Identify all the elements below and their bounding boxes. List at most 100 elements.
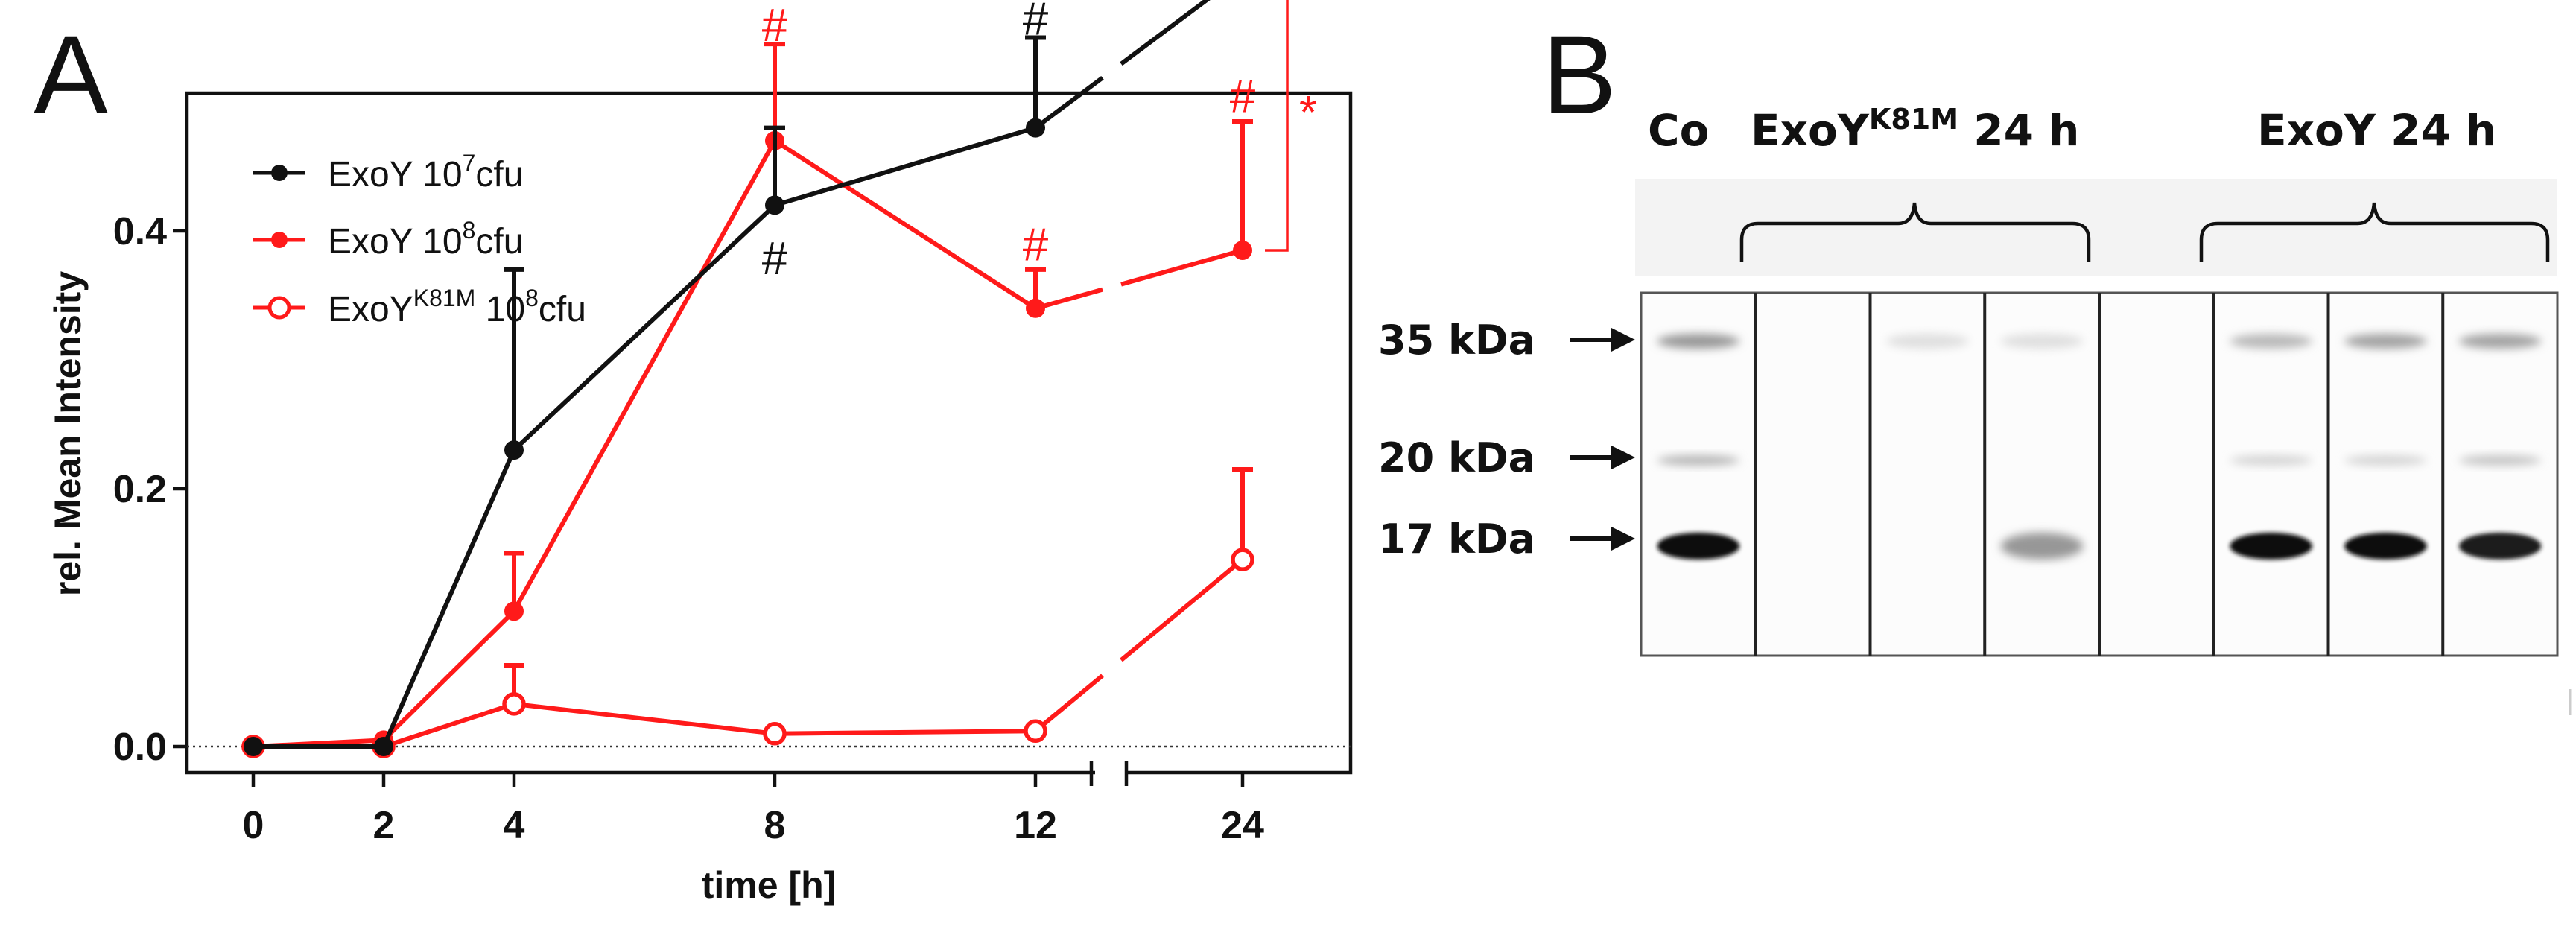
annotation-layer: ######* xyxy=(762,0,1317,285)
series-line-segment xyxy=(1035,287,1103,311)
data-point xyxy=(244,737,263,756)
y-axis-title: rel. Mean Intensity xyxy=(47,271,89,596)
series-layer xyxy=(241,0,1254,758)
data-point xyxy=(1233,240,1252,260)
blot-band xyxy=(1657,334,1740,349)
series-line-segment xyxy=(512,139,777,612)
blot-band xyxy=(2458,334,2542,349)
series-line-segment xyxy=(383,702,515,749)
data-point xyxy=(374,737,393,756)
blot-title-co: Co xyxy=(1648,105,1709,156)
blot-band xyxy=(2230,334,2312,349)
significance-hash: # xyxy=(762,233,788,285)
arrow-icon xyxy=(1611,527,1635,551)
blot-lane-3 xyxy=(1983,293,2084,656)
marker-35: 35 kDa xyxy=(1378,317,1635,364)
legend-marker-2 xyxy=(267,296,291,320)
legend: ExoY 107cfu ExoY 108cfu ExoYK81M 108cfu xyxy=(253,150,586,329)
series-line-segment xyxy=(773,139,1037,311)
y-tick-label: 0.2 xyxy=(113,468,167,511)
marker-label-35: 35 kDa xyxy=(1378,317,1535,364)
brace-mutant xyxy=(1739,202,2091,262)
blot xyxy=(1640,291,2559,657)
marker-label-20: 20 kDa xyxy=(1378,434,1535,481)
legend-item-0: ExoY 107cfu xyxy=(253,150,523,194)
data-point xyxy=(1026,118,1045,138)
legend-marker-1 xyxy=(271,232,288,248)
series-line-segment xyxy=(774,729,1036,736)
blot-band xyxy=(2230,455,2312,466)
y-tick-label: 0.4 xyxy=(113,210,167,253)
blot-lane-7 xyxy=(2441,293,2542,656)
series-2 xyxy=(241,467,1254,758)
series-line-segment xyxy=(513,701,775,736)
marker-20: 20 kDa xyxy=(1378,434,1635,481)
blot-band xyxy=(2000,533,2084,560)
x-tick-label: 12 xyxy=(1014,804,1057,847)
legend-item-2: ExoYK81M 108cfu xyxy=(253,285,586,329)
arrow-icon xyxy=(1611,446,1635,469)
x-tick-label: 4 xyxy=(504,804,525,847)
significance-hash: # xyxy=(1023,219,1049,270)
blot-band xyxy=(2458,455,2542,466)
series-line-segment xyxy=(1120,248,1243,287)
series-line-segment xyxy=(1120,557,1244,662)
x-tick-label: 0 xyxy=(243,804,264,847)
arrow-icon xyxy=(1611,328,1635,352)
x-tick-label: 2 xyxy=(373,804,395,847)
blot-upper-strip xyxy=(1635,179,2557,276)
x-tick-label: 24 xyxy=(1221,804,1264,847)
data-point xyxy=(504,440,524,460)
blot-lane-0 xyxy=(1657,334,1740,560)
significance-hash: # xyxy=(1023,0,1049,45)
panel-b-letter: B xyxy=(1542,12,1617,137)
blot-title-wt: ExoY 24 h xyxy=(2257,105,2496,156)
series-line-segment xyxy=(381,609,516,742)
series-line-segment xyxy=(381,449,516,748)
data-point xyxy=(1231,548,1254,571)
y-axis: 0.00.20.40.60.8 xyxy=(113,210,187,769)
series-line-segment xyxy=(512,203,777,452)
marker-17: 17 kDa xyxy=(1378,516,1635,563)
x-axis: 0 2 4 8 12 24 xyxy=(243,773,1264,847)
x-axis-break xyxy=(1089,761,1129,786)
x-tick-label: 8 xyxy=(764,804,786,847)
significance-bracket xyxy=(1265,0,1289,252)
significance-hash: # xyxy=(1230,71,1256,122)
blot-lane-2 xyxy=(1868,293,1969,656)
series-line-segment xyxy=(1034,674,1104,733)
plot-frame xyxy=(185,91,1353,775)
legend-label-2: ExoYK81M 108cfu xyxy=(328,285,586,329)
data-point xyxy=(763,721,787,746)
data-point xyxy=(1026,298,1045,318)
brace-wt xyxy=(2199,202,2550,262)
blot-band xyxy=(2344,334,2427,349)
series-line-segment xyxy=(1034,75,1104,130)
series-1 xyxy=(244,42,1253,756)
marker-label-17: 17 kDa xyxy=(1378,516,1535,563)
blot-band xyxy=(1657,533,1740,560)
panel-a-letter: A xyxy=(34,12,108,137)
data-point xyxy=(502,692,526,716)
blot-title-mutant: ExoYK81M 24 h xyxy=(1751,103,2079,156)
legend-label-1: ExoY 108cfu xyxy=(328,217,523,262)
blot-lane-5 xyxy=(2212,293,2312,656)
series-line-segment xyxy=(1120,0,1211,66)
blot-band xyxy=(1657,455,1740,466)
data-point xyxy=(765,195,784,215)
blot-band xyxy=(2000,334,2084,349)
data-point xyxy=(1024,719,1047,743)
blot-band xyxy=(1886,334,1969,349)
blot-band xyxy=(2458,533,2542,560)
legend-label-0: ExoY 107cfu xyxy=(328,150,523,194)
blot-band xyxy=(2344,455,2427,466)
significance-hash: # xyxy=(762,0,788,51)
blot-lane-6 xyxy=(2326,293,2427,656)
y-tick-label: 0.0 xyxy=(113,726,167,769)
significance-star: * xyxy=(1299,87,1317,139)
blot-band xyxy=(2344,533,2427,560)
series-line-segment xyxy=(774,125,1036,208)
data-point xyxy=(504,601,524,621)
